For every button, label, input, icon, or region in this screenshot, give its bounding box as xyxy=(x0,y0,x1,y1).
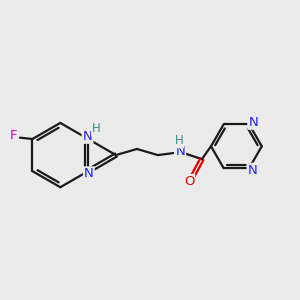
Text: F: F xyxy=(10,129,18,142)
Text: H: H xyxy=(92,122,101,135)
Text: O: O xyxy=(184,175,194,188)
Text: N: N xyxy=(248,116,258,129)
Text: N: N xyxy=(248,164,257,177)
Text: N: N xyxy=(82,130,92,143)
Text: N: N xyxy=(175,145,185,158)
Text: N: N xyxy=(84,167,94,180)
Text: H: H xyxy=(175,134,183,147)
